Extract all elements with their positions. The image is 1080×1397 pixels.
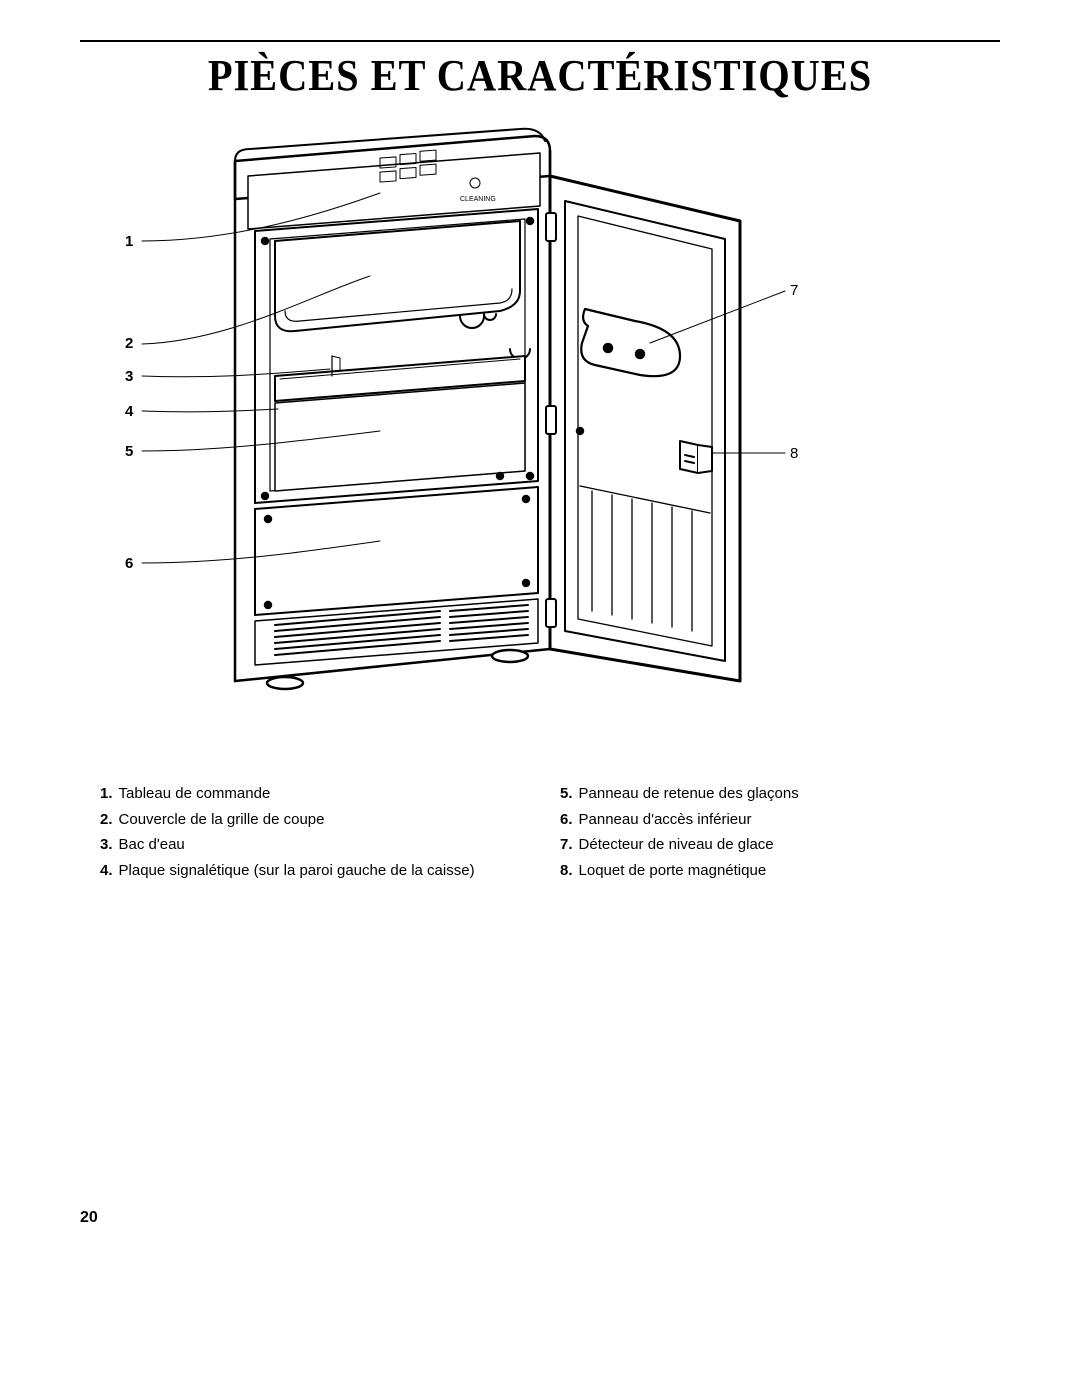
legend-col-left: 1.Tableau de commande 2.Couvercle de la …: [100, 781, 520, 883]
svg-text:CLEANING: CLEANING: [460, 196, 496, 203]
legend-item: 7.Détecteur de niveau de glace: [560, 832, 980, 858]
legend-item: 3.Bac d'eau: [100, 832, 520, 858]
top-rule: [80, 40, 1000, 42]
appliance-svg: CLEANING: [80, 121, 1000, 741]
page-number: 20: [80, 1209, 98, 1227]
legend: 1.Tableau de commande 2.Couvercle de la …: [80, 771, 1000, 883]
legend-item: 8.Loquet de porte magnétique: [560, 858, 980, 884]
legend-col-right: 5.Panneau de retenue des glaçons 6.Panne…: [560, 781, 980, 883]
page-title: PIÈCES ET CARACTÉRISTIQUES: [117, 50, 963, 101]
legend-item: 4.Plaque signalétique (sur la paroi gauc…: [100, 858, 520, 884]
legend-item: 6.Panneau d'accès inférieur: [560, 807, 980, 833]
legend-item: 1.Tableau de commande: [100, 781, 520, 807]
parts-diagram: 1 2 3 4 5 6 7 8: [80, 121, 1000, 741]
legend-item: 2.Couvercle de la grille de coupe: [100, 807, 520, 833]
legend-item: 5.Panneau de retenue des glaçons: [560, 781, 980, 807]
